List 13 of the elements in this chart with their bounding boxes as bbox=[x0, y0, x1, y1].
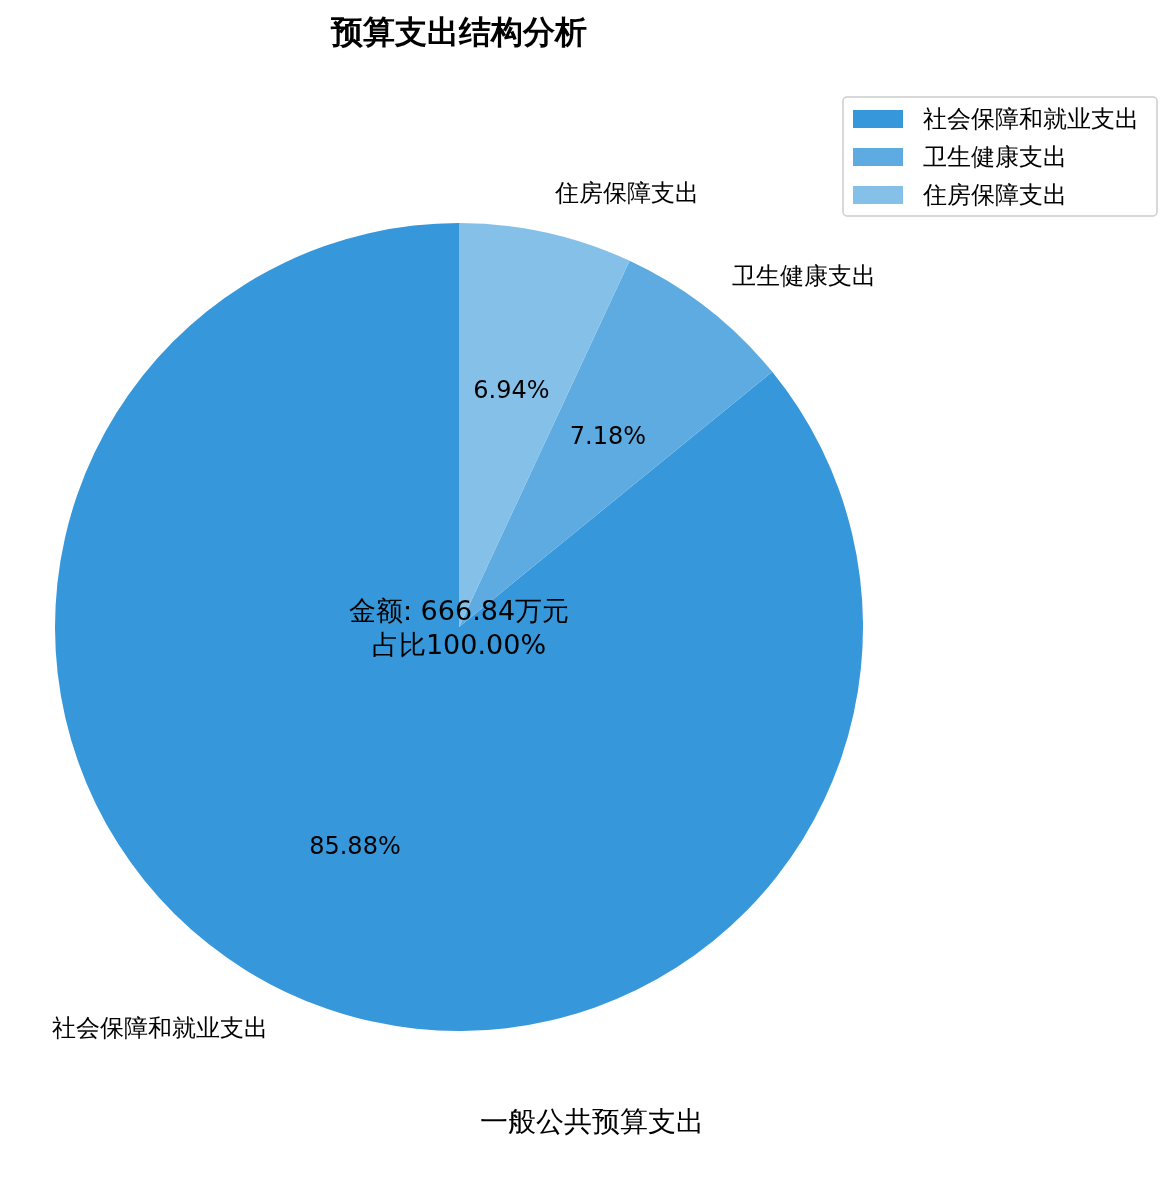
chart-title: 预算支出结构分析 bbox=[330, 13, 587, 51]
text: 金额: 666.84万元 bbox=[348, 594, 570, 626]
data-label: 85.88% bbox=[309, 831, 401, 860]
text: 占比100.00% bbox=[371, 628, 547, 660]
data-label: 6.94% bbox=[473, 376, 550, 405]
slice-label: 社会保障和就业支出 bbox=[52, 1014, 269, 1043]
slice-label: 卫生健康支出 bbox=[732, 262, 877, 291]
slice-label: 住房保障支出 bbox=[554, 179, 700, 208]
data-label: 7.18% bbox=[569, 421, 647, 450]
legend-label: 卫生健康支出 bbox=[923, 143, 1067, 171]
text: 一般公共预算支出 bbox=[480, 1104, 704, 1138]
legend-label: 住房保障支出 bbox=[922, 181, 1067, 209]
legend-label: 社会保障和就业支出 bbox=[923, 105, 1139, 133]
